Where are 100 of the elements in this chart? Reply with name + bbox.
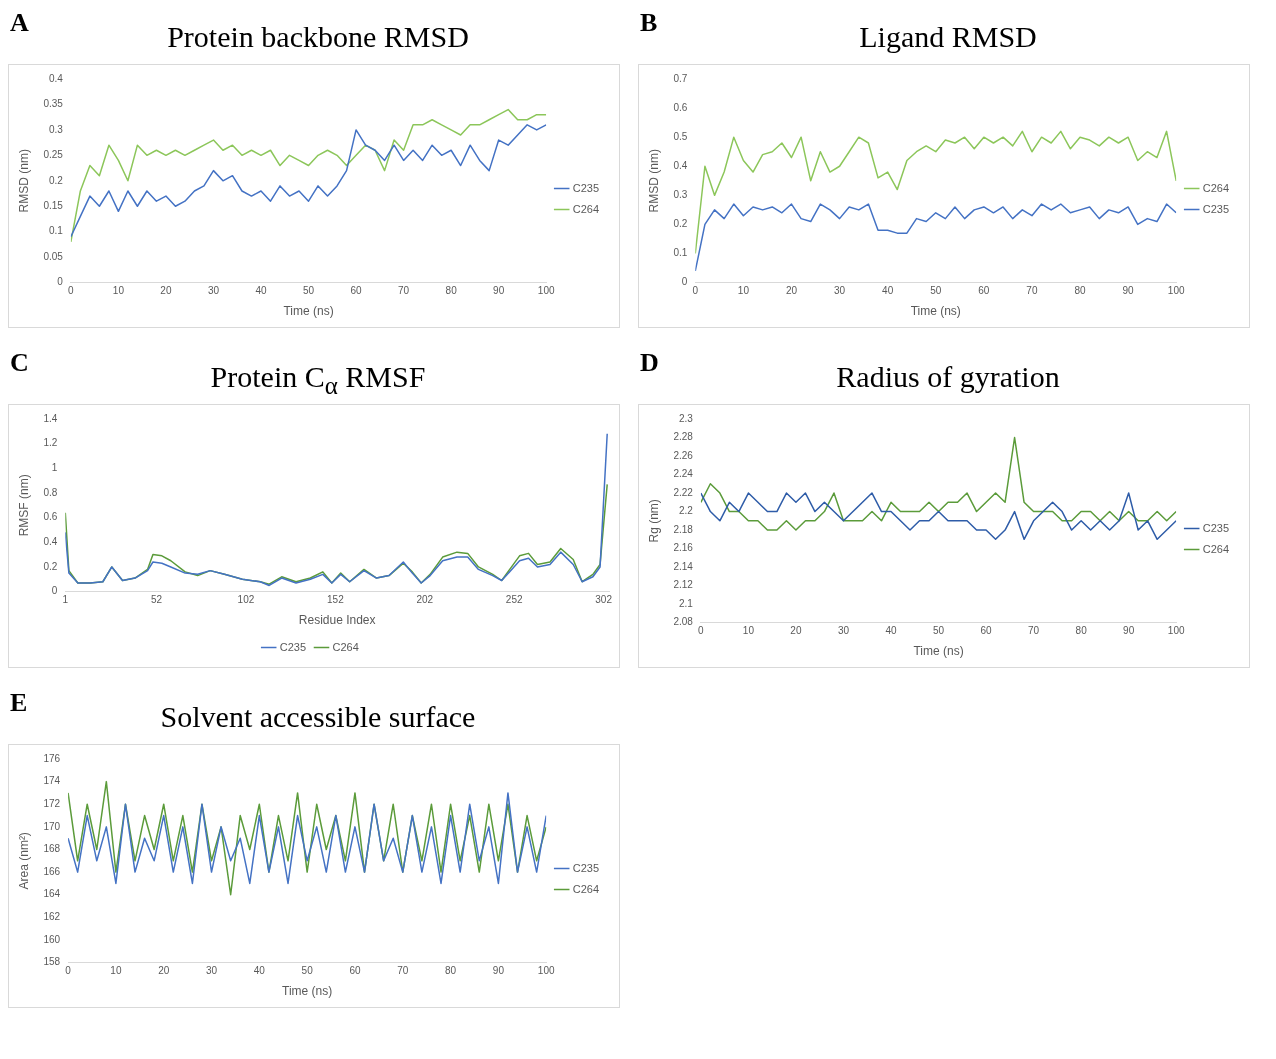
x-tick-label: 70	[397, 965, 409, 977]
x-tick-label: 50	[302, 285, 315, 297]
x-tick-label: 40	[253, 965, 266, 977]
x-axis-title: Time (ns)	[282, 984, 333, 999]
x-tick-label: 0	[65, 965, 72, 977]
y-tick-label: 2.24	[673, 468, 694, 480]
x-tick-label: 100	[1167, 625, 1185, 637]
text: D	[640, 348, 659, 378]
legend-label: C264	[1202, 181, 1229, 194]
y-tick-label: 0.4	[43, 536, 58, 548]
legend-label: C264	[1202, 542, 1229, 555]
x-tick-label: 50	[301, 965, 314, 977]
x-tick-label: 60	[980, 625, 993, 637]
legend-label: C235	[572, 861, 599, 874]
text: E	[10, 688, 28, 718]
x-tick-label: 10	[110, 965, 122, 977]
y-tick-label: 0.3	[673, 189, 688, 201]
x-tick-label: 60	[349, 965, 361, 977]
y-tick-label: 172	[43, 797, 61, 809]
y-tick-label: 174	[43, 775, 61, 787]
x-tick-label: 10	[737, 285, 750, 297]
y-tick-label: 0.05	[43, 250, 64, 262]
legend-label: C235	[572, 181, 599, 194]
x-tick-label: 40	[882, 285, 894, 297]
y-tick-label: 0	[51, 585, 58, 597]
legend-label: C235	[1202, 202, 1229, 215]
x-tick-label: 102	[237, 594, 255, 606]
y-tick-label: 2.28	[673, 431, 694, 443]
y-tick-label: 164	[43, 888, 61, 900]
x-tick-label: 30	[834, 285, 846, 297]
x-tick-label: 80	[445, 965, 457, 977]
x-tick-label: 60	[978, 285, 990, 297]
x-tick-label: 90	[493, 285, 505, 297]
y-tick-label: 1	[51, 462, 58, 474]
chart-title: Protein C$_{α}$ RMSF	[210, 360, 426, 399]
x-tick-label: 70	[1028, 625, 1040, 637]
legend-label: C264	[572, 202, 599, 215]
y-tick-label: 2.18	[673, 523, 694, 535]
y-tick-label: 162	[43, 911, 61, 923]
x-tick-label: 0	[68, 285, 75, 297]
legend-label: C235	[279, 640, 306, 653]
y-tick-label: 2.14	[673, 560, 694, 572]
x-tick-label: 152	[327, 594, 345, 606]
x-tick-label: 80	[1075, 625, 1088, 637]
x-tick-label: 100	[537, 965, 555, 977]
y-tick-label: 0.1	[48, 225, 64, 237]
y-tick-label: 0.2	[673, 218, 688, 230]
x-tick-label: 50	[932, 625, 945, 637]
x-tick-label: 10	[742, 625, 755, 637]
y-tick-label: 166	[43, 865, 61, 877]
text: A	[10, 8, 29, 38]
y-axis-title: RMSF (nm)	[16, 474, 31, 537]
x-tick-label: 0	[698, 625, 705, 637]
x-tick-label: 30	[207, 285, 220, 297]
y-tick-label: 0.6	[43, 511, 58, 523]
x-tick-label: 90	[1122, 285, 1135, 297]
y-tick-label: 2.2	[678, 505, 694, 517]
x-tick-label: 30	[837, 625, 850, 637]
x-tick-label: 70	[398, 285, 410, 297]
y-tick-label: 0.6	[673, 101, 688, 113]
y-axis-title: RMSD (nm)	[646, 149, 661, 213]
x-tick-label: 20	[158, 965, 170, 977]
x-tick-label: 70	[1026, 285, 1038, 297]
x-tick-label: 20	[790, 625, 802, 637]
y-tick-label: 0.35	[43, 98, 64, 110]
legend-label: C264	[572, 882, 599, 895]
chart-title: Protein backbone RMSD	[167, 20, 469, 53]
x-tick-label: 20	[785, 285, 798, 297]
legend-label: C235	[1202, 521, 1229, 534]
y-tick-label: 176	[43, 752, 61, 764]
x-tick-label: 202	[416, 594, 434, 606]
x-axis-title: Time (ns)	[913, 644, 964, 659]
x-tick-label: 90	[1123, 625, 1135, 637]
chart-title: Radius of gyration	[836, 360, 1060, 393]
y-tick-label: 0.4	[48, 72, 64, 84]
chart-title: Ligand RMSD	[859, 20, 1037, 53]
y-tick-label: 2.16	[673, 542, 694, 554]
y-tick-label: 2.12	[673, 579, 694, 591]
y-tick-label: 0.4	[673, 160, 688, 172]
x-tick-label: 40	[255, 285, 267, 297]
y-tick-label: 168	[43, 843, 61, 855]
x-tick-label: 60	[350, 285, 363, 297]
chart-title: Solvent accessible surface	[160, 700, 476, 733]
x-tick-label: 90	[492, 965, 505, 977]
text: C	[10, 348, 29, 378]
x-axis-title: Time (ns)	[910, 304, 961, 319]
x-axis-title: Residue Index	[298, 613, 376, 628]
x-tick-label: 50	[930, 285, 942, 297]
x-tick-label: 302	[595, 594, 613, 606]
text: B	[640, 8, 658, 38]
y-tick-label: 0.2	[48, 174, 64, 186]
x-tick-label: 100	[537, 285, 555, 297]
x-tick-label: 20	[160, 285, 172, 297]
y-tick-label: 2.3	[678, 412, 694, 424]
y-tick-label: 0.8	[43, 486, 58, 498]
x-tick-label: 80	[445, 285, 458, 297]
x-tick-label: 10	[112, 285, 125, 297]
y-tick-label: 0.7	[673, 72, 688, 84]
y-tick-label: 1.2	[43, 437, 58, 449]
x-tick-label: 52	[150, 594, 163, 606]
